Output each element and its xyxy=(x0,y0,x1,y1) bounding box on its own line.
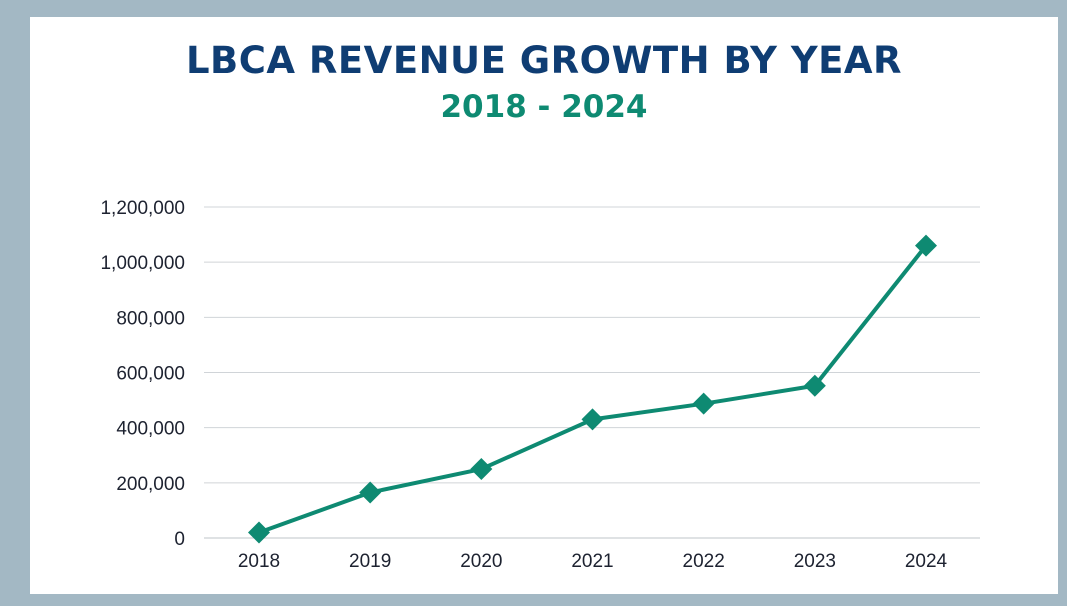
x-axis-tick-labels: 2018 2019 2020 2021 2022 2023 2024 xyxy=(238,551,948,572)
data-point-2018 xyxy=(248,521,270,543)
grid-lines xyxy=(204,207,980,538)
x-tick-label: 2019 xyxy=(349,551,391,572)
y-tick-label: 800,000 xyxy=(116,308,185,329)
line-chart: 0 200,000 400,000 600,000 800,000 1,000,000 1,… xyxy=(30,17,1058,594)
y-tick-label: 600,000 xyxy=(116,364,185,385)
x-tick-label: 2023 xyxy=(794,551,836,572)
x-tick-label: 2022 xyxy=(683,551,725,572)
data-point-2022 xyxy=(693,393,715,415)
data-point-2019 xyxy=(359,481,381,503)
y-axis-tick-labels: 0 200,000 400,000 600,000 800,000 1,000,000 1,… xyxy=(100,198,185,550)
x-tick-label: 2018 xyxy=(238,551,280,572)
x-tick-label: 2021 xyxy=(571,551,613,572)
x-tick-label: 2024 xyxy=(905,551,948,572)
y-tick-label: 0 xyxy=(174,529,185,550)
y-tick-label: 1,000,000 xyxy=(100,253,185,274)
x-tick-label: 2020 xyxy=(460,551,502,572)
y-tick-label: 1,200,000 xyxy=(100,198,185,219)
data-point-2021 xyxy=(582,408,604,430)
chart-card: LBCA REVENUE GROWTH BY YEAR 2018 - 2024 … xyxy=(30,17,1058,594)
y-tick-label: 400,000 xyxy=(116,419,185,440)
series-line xyxy=(259,246,926,533)
data-point-2020 xyxy=(470,458,492,480)
series-layer xyxy=(248,235,937,544)
y-tick-label: 200,000 xyxy=(116,474,185,495)
